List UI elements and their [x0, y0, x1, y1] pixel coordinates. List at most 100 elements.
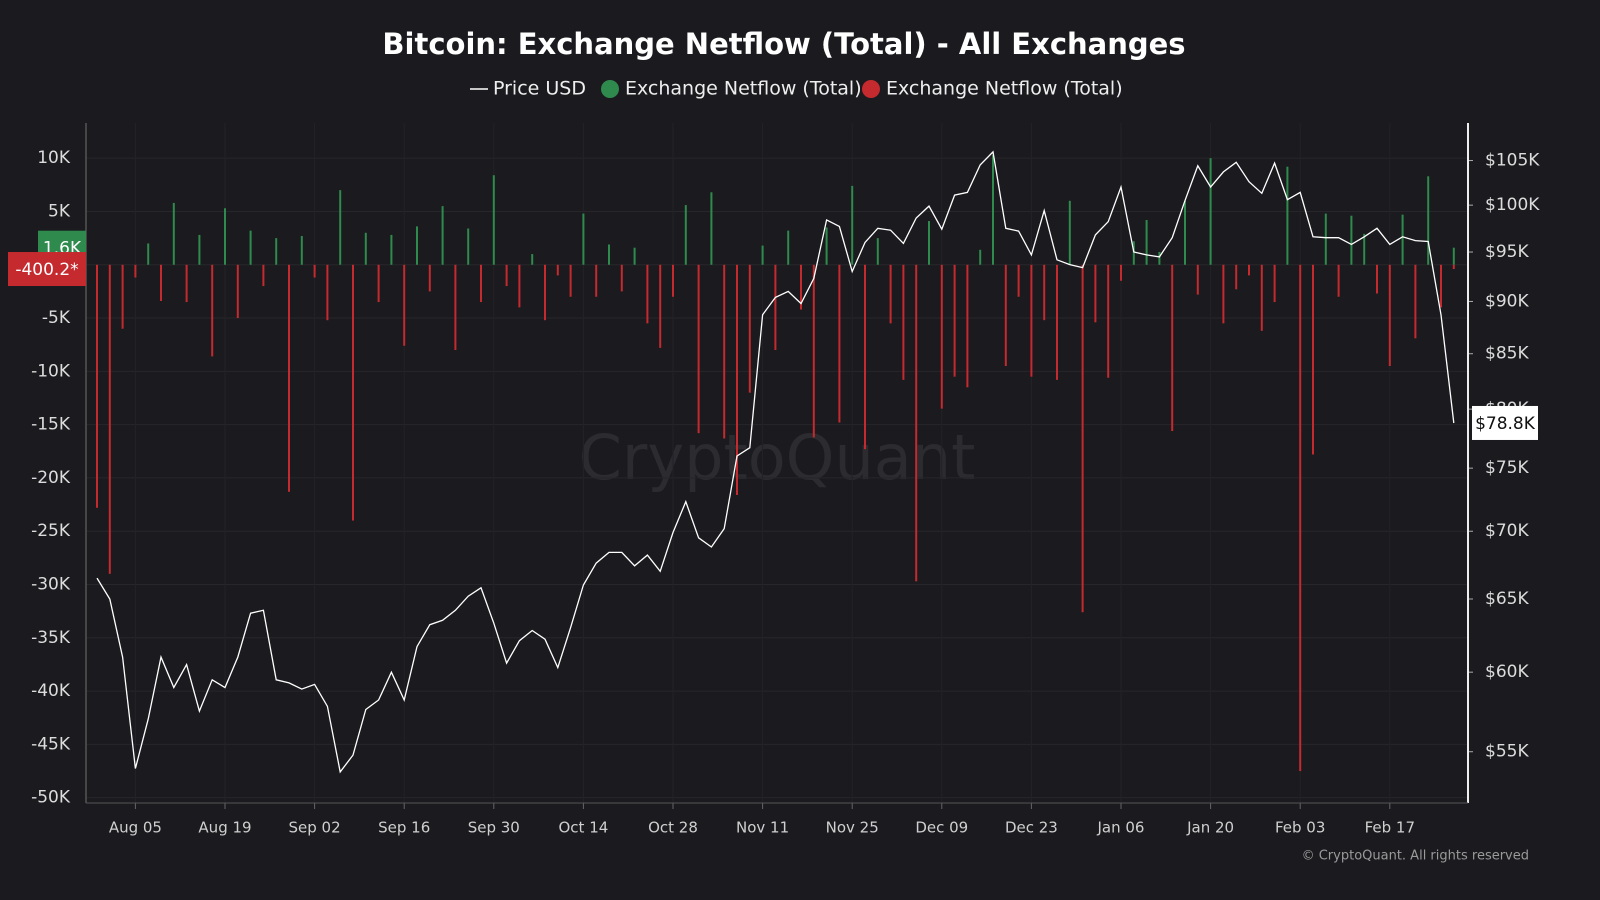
- bar: [940, 264, 943, 409]
- bar: [684, 205, 687, 265]
- x-tick-label: Aug 19: [198, 819, 251, 837]
- bar: [249, 230, 252, 265]
- footer: © CryptoQuant. All rights reserved: [1302, 849, 1529, 864]
- chart-title: Bitcoin: Exchange Netflow (Total) - All …: [382, 27, 1185, 61]
- y2-tick-label: $100K: [1485, 195, 1540, 215]
- bar: [1388, 264, 1391, 367]
- x-tick-label: Oct 14: [559, 819, 609, 837]
- x-tick-label: Feb 17: [1365, 819, 1415, 837]
- bar: [1260, 264, 1263, 331]
- bar: [1440, 264, 1442, 308]
- bar: [659, 264, 662, 348]
- x-tick-label: Sep 16: [378, 819, 430, 837]
- bar: [313, 264, 316, 278]
- x-tick-label: Jan 06: [1097, 819, 1145, 837]
- bar: [544, 264, 546, 321]
- y-tick-label: -30K: [31, 575, 71, 595]
- bar: [825, 227, 828, 265]
- bar: [1299, 264, 1302, 772]
- bar: [96, 264, 98, 508]
- bar: [569, 264, 572, 297]
- bar: [147, 243, 150, 265]
- bar: [1145, 219, 1148, 265]
- bar: [326, 264, 329, 321]
- bar: [1337, 264, 1340, 297]
- bar: [1414, 264, 1417, 339]
- bar: [966, 264, 969, 388]
- bar: [352, 264, 354, 521]
- bar: [480, 264, 482, 303]
- bar: [979, 249, 982, 265]
- bar: [1056, 264, 1058, 380]
- y2-tick-label: $95K: [1485, 242, 1529, 262]
- bar: [224, 208, 226, 265]
- bar: [403, 264, 406, 346]
- bar: [172, 202, 175, 265]
- bar: [275, 238, 278, 265]
- y2-tick-label: $85K: [1485, 344, 1529, 364]
- bar: [902, 264, 905, 380]
- bar: [633, 247, 636, 265]
- bar: [1209, 158, 1212, 265]
- x-tick-label: Nov 11: [736, 819, 789, 837]
- bar: [1273, 264, 1276, 303]
- bar: [1376, 264, 1378, 294]
- value-marker: [1472, 405, 1538, 440]
- bar: [1043, 264, 1046, 321]
- y2-tick-label: $60K: [1485, 662, 1529, 682]
- y2-tick-label: $105K: [1485, 151, 1540, 171]
- bar: [1452, 247, 1455, 265]
- bar: [134, 264, 137, 278]
- bar: [851, 185, 854, 265]
- y-tick-label: -5K: [42, 308, 71, 328]
- bar: [416, 226, 418, 265]
- bar: [492, 175, 495, 265]
- bar: [1324, 213, 1327, 265]
- x-tick-label: Dec 09: [915, 819, 968, 837]
- bar: [953, 264, 956, 377]
- bar: [364, 232, 367, 265]
- bar: [864, 264, 866, 450]
- y2-tick-label: $70K: [1485, 521, 1529, 541]
- bar: [1222, 264, 1225, 324]
- y2-tick-label: $90K: [1485, 291, 1529, 311]
- x-tick-label: Sep 30: [468, 819, 520, 837]
- y-tick-label: -25K: [31, 521, 71, 541]
- bar: [262, 264, 265, 287]
- bar: [710, 192, 713, 265]
- bar: [646, 264, 649, 324]
- bar: [582, 213, 585, 265]
- bar: [1363, 233, 1366, 265]
- bar: [1030, 264, 1033, 377]
- bar: [697, 264, 700, 434]
- bar: [1184, 200, 1186, 265]
- bar: [620, 264, 623, 292]
- y-tick-label: 10K: [37, 148, 71, 168]
- bar: [1068, 200, 1071, 265]
- bar: [211, 264, 214, 357]
- bar: [1235, 264, 1238, 290]
- bar: [761, 245, 764, 265]
- x-tick-label: Feb 03: [1275, 819, 1325, 837]
- bar: [1350, 215, 1353, 265]
- y-tick-label: -40K: [31, 681, 71, 701]
- bar: [1286, 166, 1289, 265]
- bar: [800, 264, 802, 310]
- bar: [1248, 264, 1250, 276]
- bar: [390, 234, 393, 265]
- bar: [748, 264, 751, 393]
- bar: [812, 264, 815, 438]
- bar: [556, 264, 559, 276]
- y-tick-label: 5K: [48, 201, 71, 221]
- x-tick-label: Sep 02: [289, 819, 341, 837]
- bar: [1158, 251, 1161, 265]
- bar: [1132, 241, 1135, 265]
- bar: [992, 154, 994, 265]
- bar: [723, 264, 726, 439]
- y-tick-label: -15K: [31, 415, 71, 435]
- y-tick-label: -45K: [31, 734, 71, 754]
- x-tick-label: Jan 20: [1186, 819, 1234, 837]
- bar: [787, 230, 790, 265]
